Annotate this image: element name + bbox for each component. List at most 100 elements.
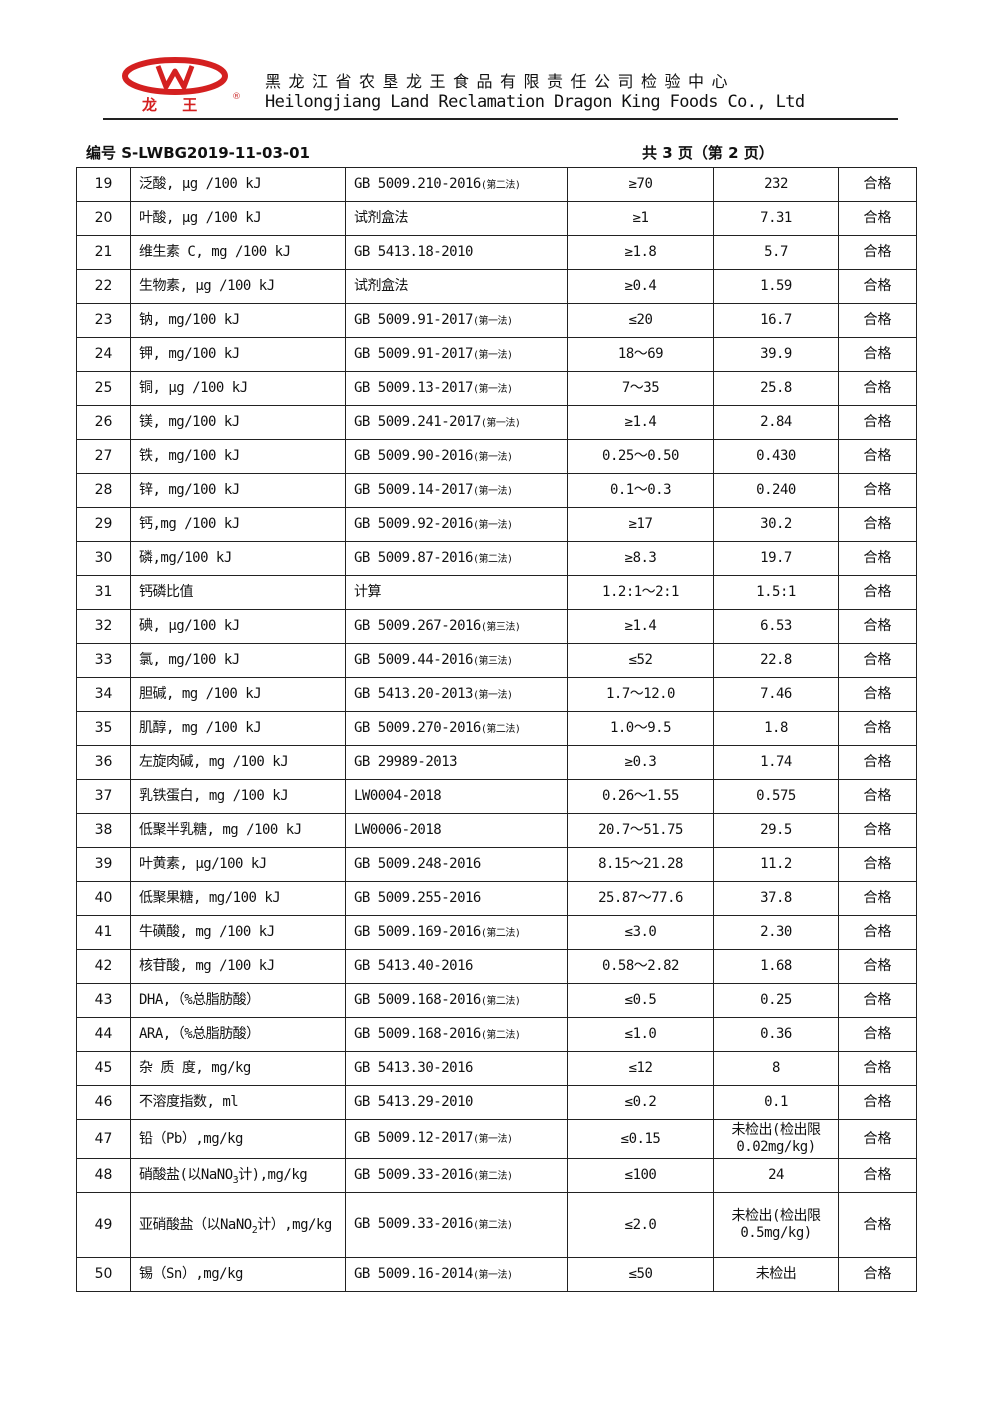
item-name-text: 镁, mg/100 kJ [139, 414, 240, 430]
verdict-text: 合格 [863, 1060, 892, 1076]
item-name: ARA,（%总脂肪酸） [130, 1017, 346, 1052]
table-row: 20 叶酸, μg /100 kJ 试剂盒法 ≥1 7.31 合格 [76, 201, 917, 236]
item-name-suffix: 计),mg/kg [238, 1167, 308, 1183]
limit: ≤2.0 [567, 1192, 714, 1258]
limit: 18～69 [567, 337, 714, 372]
table-row: 26 镁, mg/100 kJ GB 5009.241-2017(第一法) ≥1.4 2… [76, 405, 917, 440]
method-note: (第三法) [472, 655, 513, 667]
row-number: 35 [76, 711, 131, 746]
result-text: 0.575 [756, 788, 796, 804]
verdict: 合格 [838, 1085, 917, 1120]
item-name-text: 钙磷比值 [139, 584, 194, 600]
item-name: 生物素, μg /100 kJ [130, 269, 346, 304]
test-results-table: 19 泛酸, μg /100 kJ GB 5009.210-2016(第二法) ≥70… [76, 167, 917, 1292]
row-number-text: 48 [94, 1167, 113, 1183]
limit: 0.1～0.3 [567, 473, 714, 508]
row-number: 26 [76, 405, 131, 440]
verdict-text: 合格 [863, 550, 892, 566]
registered-mark: ® [232, 92, 241, 102]
verdict-text: 合格 [863, 346, 892, 362]
result: 30.2 [713, 507, 839, 542]
table-row: 32 碘, μg/100 kJ GB 5009.267-2016(第三法) ≥1.4 6… [76, 609, 917, 644]
item-name: 低聚果糖, mg/100 kJ [130, 881, 346, 916]
verdict-text: 合格 [863, 278, 892, 294]
result-text: 25.8 [760, 380, 792, 396]
test-method: GB 5009.87-2016(第二法) [345, 541, 568, 576]
table-row: 35 肌醇, mg /100 kJ GB 5009.270-2016(第二法) 1.0… [76, 711, 917, 746]
limit: ≤100 [567, 1158, 714, 1193]
verdict-text: 合格 [863, 516, 892, 532]
row-number-text: 21 [94, 244, 113, 260]
test-method: GB 5009.13-2017(第一法) [345, 371, 568, 406]
limit: ≥0.4 [567, 269, 714, 304]
table-row: 21 维生素 C, mg /100 kJ GB 5413.18-2010 ≥1.8 5.… [76, 235, 917, 270]
method-standard: 试剂盒法 [354, 210, 409, 226]
result-text: 232 [764, 176, 788, 192]
verdict: 合格 [838, 541, 917, 576]
result-text: 0.36 [760, 1026, 792, 1042]
row-number: 27 [76, 439, 131, 474]
item-name: 铜, μg /100 kJ [130, 371, 346, 406]
row-number-text: 19 [94, 176, 113, 192]
row-number-text: 23 [94, 312, 113, 328]
row-number: 39 [76, 847, 131, 882]
result: 未检出(检出限 0.5mg/kg) [713, 1192, 839, 1258]
result: 7.46 [713, 677, 839, 712]
item-name: 胆碱, mg /100 kJ [130, 677, 346, 712]
table-row: 45 杂 质 度, mg/kg GB 5413.30-2016 ≤12 8 合格 [76, 1051, 917, 1086]
item-name: DHA,（%总脂肪酸） [130, 983, 346, 1018]
method-note: (第一法) [472, 383, 513, 395]
item-name-text: 铜, μg /100 kJ [139, 380, 248, 396]
row-number: 48 [76, 1158, 131, 1193]
company-name-en: Heilongjiang Land Reclamation Dragon Kin… [265, 92, 805, 112]
document-number: 编号 S-LWBG2019-11-03-01 [86, 144, 310, 162]
row-number: 45 [76, 1051, 131, 1086]
row-number: 46 [76, 1085, 131, 1120]
row-number: 43 [76, 983, 131, 1018]
verdict: 合格 [838, 337, 917, 372]
table-row: 23 钠, mg/100 kJ GB 5009.91-2017(第一法) ≤20 16.… [76, 303, 917, 338]
verdict: 合格 [838, 439, 917, 474]
company-name-cn: 黑龙江省农垦龙王食品有限责任公司检验中心 [265, 72, 736, 91]
result-text: 2.30 [760, 924, 792, 940]
result-text: 0.25 [760, 992, 792, 1008]
result: 0.575 [713, 779, 839, 814]
test-method: GB 5009.44-2016(第三法) [345, 643, 568, 678]
item-name-text: 叶酸, μg /100 kJ [139, 210, 262, 226]
limit: ≥1.4 [567, 609, 714, 644]
result: 1.8 [713, 711, 839, 746]
limit: ≤0.2 [567, 1085, 714, 1120]
test-method: GB 5009.241-2017(第一法) [345, 405, 568, 440]
test-method: GB 5009.90-2016(第一法) [345, 439, 568, 474]
row-number: 24 [76, 337, 131, 372]
result-text: 0.240 [756, 482, 796, 498]
verdict: 合格 [838, 473, 917, 508]
limit: ≥70 [567, 167, 714, 202]
method-note: (第二法) [480, 927, 521, 939]
limit-text: 8.15～21.28 [598, 856, 683, 872]
method-note: (第三法) [480, 621, 521, 633]
result: 0.1 [713, 1085, 839, 1120]
result: 1.74 [713, 745, 839, 780]
table-row: 41 牛磺酸, mg /100 kJ GB 5009.169-2016(第二法) ≤3… [76, 915, 917, 950]
row-number-text: 41 [94, 924, 113, 940]
row-number-text: 44 [94, 1026, 113, 1042]
verdict: 合格 [838, 949, 917, 984]
verdict: 合格 [838, 371, 917, 406]
item-name-text: 乳铁蛋白, mg /100 kJ [139, 788, 289, 804]
item-name-text: 胆碱, mg /100 kJ [139, 686, 262, 702]
result-text: 0.430 [756, 448, 796, 464]
verdict-text: 合格 [863, 924, 892, 940]
limit: ≤50 [567, 1257, 714, 1292]
verdict: 合格 [838, 269, 917, 304]
table-row: 31 钙磷比值 计算 1.2:1～2:1 1.5:1 合格 [76, 575, 917, 610]
limit: ≥8.3 [567, 541, 714, 576]
table-row: 19 泛酸, μg /100 kJ GB 5009.210-2016(第二法) ≥70… [76, 167, 917, 202]
result-text: 11.2 [760, 856, 792, 872]
item-name: 左旋肉碱, mg /100 kJ [130, 745, 346, 780]
item-name-text: 低聚果糖, mg/100 kJ [139, 890, 281, 906]
item-name-text: ARA,（%总脂肪酸） [139, 1026, 260, 1042]
row-number-text: 28 [94, 482, 113, 498]
row-number-text: 32 [94, 618, 113, 634]
test-method: 计算 [345, 575, 568, 610]
